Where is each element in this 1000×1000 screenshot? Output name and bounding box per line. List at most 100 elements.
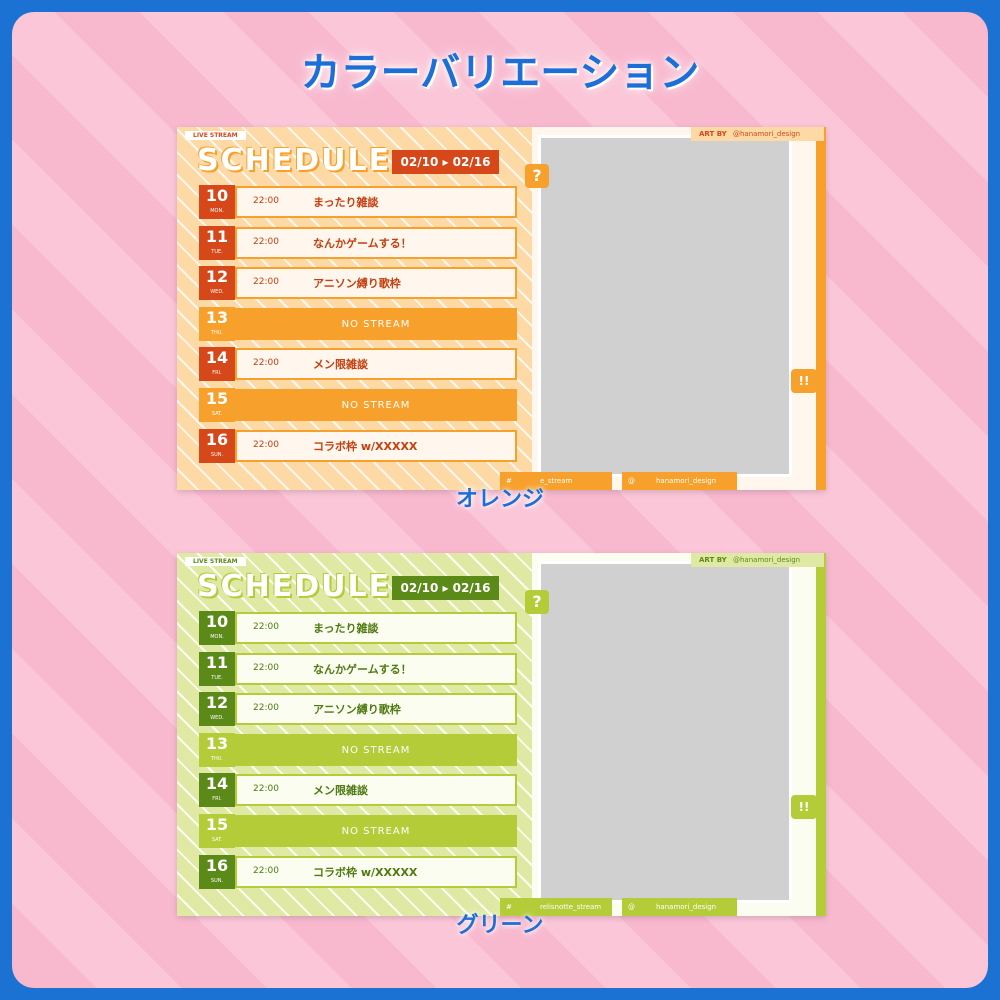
time: 22:00: [253, 439, 279, 450]
question-icon: ?: [525, 164, 549, 188]
weekday: THU.: [210, 329, 224, 336]
card: LIVE STREAM SCHEDULE 02/10 ▸ 02/16?!! ART B…: [177, 553, 826, 916]
weekday: FRI.: [212, 796, 222, 803]
hashtag-mark: #: [506, 903, 512, 911]
day-number: 15: [205, 815, 229, 834]
weekday: SAT.: [211, 837, 223, 843]
day-number: 13: [205, 733, 229, 753]
schedule-row: 22:00 まったり雑談: [235, 186, 517, 218]
exclaim-icon: !!: [791, 369, 817, 393]
artist: @hanamori_design: [733, 556, 801, 564]
stream-title: コラボ枠 w/XXXXX: [313, 865, 418, 879]
day-box: 15 SAT.: [199, 814, 235, 848]
title: カラーバリエーション: [300, 50, 700, 96]
time: 22:00: [253, 277, 279, 288]
hashtag: relisnotte_stream: [540, 903, 602, 911]
schedule-row: 22:00 コラボ枠 w/XXXXX: [235, 429, 517, 462]
hashtag-tag: # e_stream: [500, 472, 612, 490]
time: 22:00: [253, 236, 279, 247]
artist: @hanamori_design: [733, 130, 801, 138]
date-range: 02/10 ▸ 02/16: [392, 576, 499, 600]
schedule-heading: SCHEDULE: [197, 569, 392, 604]
weekday: THU.: [210, 755, 224, 762]
day-box: 14 FRI.: [199, 347, 235, 382]
day-number: 12: [205, 693, 229, 713]
weekday: WED.: [210, 715, 224, 722]
weekday: SAT.: [211, 411, 223, 417]
day-box: 10 MON.: [199, 611, 235, 645]
weekday: FRI.: [212, 370, 222, 377]
at-mark: @: [628, 903, 635, 911]
stream-title: アニソン縛り歌枠: [313, 703, 401, 717]
exclaim-icon: !!: [791, 795, 817, 819]
day-box: 14 FRI.: [199, 773, 235, 808]
time: 22:00: [253, 703, 279, 714]
date-range: 02/10 ▸ 02/16: [392, 150, 499, 174]
day-box: 13 THU.: [199, 732, 235, 767]
day-box: 16 SUN.: [199, 854, 235, 889]
day-box: 13 THU.: [199, 306, 235, 341]
day-number: 14: [205, 774, 229, 794]
handle-tag: @ hanamori_design: [622, 472, 737, 490]
day-number: 14: [205, 348, 229, 368]
time: 22:00: [253, 196, 279, 206]
live-label: LIVE STREAM: [185, 557, 246, 566]
stream-title: なんかゲームする！: [313, 662, 412, 676]
day-number: 10: [205, 612, 229, 631]
time: 22:00: [253, 865, 279, 876]
at-mark: @: [628, 477, 635, 485]
variant-label vlabel: グリーン: [456, 913, 544, 938]
handle: hanamori_design: [656, 903, 717, 911]
schedule-row: 22:00 メン限雑談: [235, 774, 517, 807]
schedule-row: 22:00 まったり雑談: [235, 612, 517, 644]
art-by: ART BY: [699, 130, 727, 138]
schedule-row: 22:00 なんかゲームする！: [235, 652, 517, 685]
stream-title: アニソン縛り歌枠: [313, 277, 401, 291]
day-box: 16 SUN.: [199, 428, 235, 463]
day-number: 12: [205, 267, 229, 287]
weekday: SUN.: [210, 451, 224, 458]
day-number: 16: [205, 429, 229, 449]
weekday: TUE.: [211, 674, 223, 681]
stream-title: メン限雑談: [313, 784, 368, 798]
day-number: 11: [205, 652, 229, 672]
schedule-row: NO STREAM: [235, 389, 517, 421]
stream-title: まったり雑談: [313, 196, 379, 209]
no-stream: NO STREAM: [341, 826, 411, 837]
stream-title: まったり雑談: [313, 622, 379, 635]
day-number: 16: [205, 855, 229, 875]
variant-label vlabel: オレンジ: [455, 487, 544, 512]
screen: [538, 135, 792, 477]
hashtag-tag: # relisnotte_stream: [500, 898, 612, 916]
weekday: SUN.: [210, 877, 224, 884]
schedule-row: 22:00 アニソン縛り歌枠: [235, 267, 517, 300]
stream-title: コラボ枠 w/XXXXX: [313, 439, 418, 453]
art-by-tag: ART BY @hanamori_design: [691, 127, 824, 141]
day-box: 12 WED.: [199, 692, 235, 727]
schedule-row: NO STREAM: [235, 815, 517, 847]
stream-title: メン限雑談: [313, 358, 368, 372]
card: LIVE STREAM SCHEDULE 02/10 ▸ 02/16?!! ART B…: [177, 127, 826, 490]
hashtag: e_stream: [540, 477, 573, 485]
handle-tag: @ hanamori_design: [622, 898, 737, 916]
schedule-row: NO STREAM: [235, 733, 517, 766]
time: 22:00: [253, 622, 279, 632]
live-label: LIVE STREAM: [185, 131, 246, 140]
weekday: MON.: [210, 208, 224, 214]
handle: hanamori_design: [656, 477, 717, 485]
art-by: ART BY: [699, 556, 727, 564]
day-number: 11: [205, 226, 229, 246]
day-box: 15 SAT.: [199, 388, 235, 422]
day-number: 10: [205, 186, 229, 205]
schedule-row: 22:00 コラボ枠 w/XXXXX: [235, 855, 517, 888]
art-by-tag: ART BY @hanamori_design: [691, 553, 824, 567]
screen: [538, 561, 792, 903]
stream-title: なんかゲームする！: [313, 236, 412, 250]
day-box: 11 TUE.: [199, 225, 235, 260]
weekday: TUE.: [211, 248, 223, 255]
time: 22:00: [253, 662, 279, 673]
weekday: WED.: [210, 289, 224, 296]
day-number: 13: [205, 307, 229, 327]
time: 22:00: [253, 784, 279, 795]
